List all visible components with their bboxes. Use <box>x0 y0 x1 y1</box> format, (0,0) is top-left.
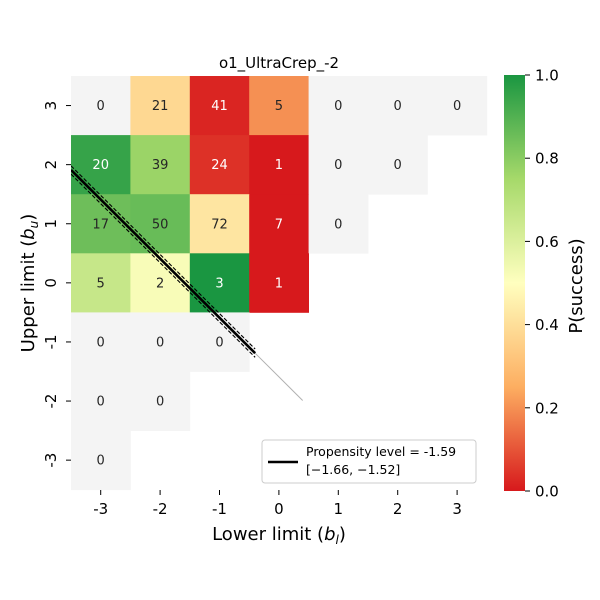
propensity-level-line <box>71 169 257 355</box>
colorbar-tick-label: 0.8 <box>535 150 559 168</box>
x-tick-label: -3 <box>93 500 108 518</box>
cell-count-label: 0 <box>97 99 105 114</box>
heatmap-cell <box>71 371 131 431</box>
heatmap-cell <box>249 76 309 136</box>
heatmap-cell <box>368 76 428 136</box>
heatmap-cell <box>130 371 191 431</box>
legend-label-level: Propensity level = -1.59 <box>306 444 456 459</box>
heatmap-cell <box>71 253 131 313</box>
y-tick-label: -1 <box>42 334 60 349</box>
colorbar-label: P(success) <box>566 238 587 333</box>
heatmap-cell <box>249 194 309 254</box>
propensity-lines <box>71 165 304 401</box>
colorbar: 0.0 0.2 0.4 0.6 0.8 1.0 P(success) <box>504 67 587 501</box>
cell-count-label: 5 <box>275 99 283 114</box>
x-tick-label: 3 <box>452 500 462 518</box>
legend-label-interval: [−1.66, −1.52] <box>306 462 400 477</box>
x-tick-label: -1 <box>212 500 227 518</box>
cell-count-label: 0 <box>156 335 164 350</box>
propensity-ci-upper-line <box>71 165 256 350</box>
cell-count-label: 0 <box>215 335 223 350</box>
cell-count-label: 0 <box>334 99 342 114</box>
y-tick-label: 2 <box>42 160 60 170</box>
colorbar-tick-label: 0.0 <box>535 483 559 501</box>
cell-count-label: 24 <box>211 158 228 173</box>
cell-count-label: 0 <box>97 335 105 350</box>
cell-count-label: 5 <box>97 276 105 291</box>
cell-count-label: 17 <box>92 217 109 232</box>
y-tick-label: 3 <box>42 101 60 111</box>
cell-count-label: 1 <box>275 158 283 173</box>
heatmap-cell <box>368 135 428 195</box>
cell-count-label: 0 <box>453 99 461 114</box>
heatmap-cell <box>130 135 191 195</box>
x-tick-label: -2 <box>153 500 168 518</box>
propensity-line-continuation <box>254 352 304 401</box>
colorbar-tick-label: 0.4 <box>535 316 559 334</box>
heatmap-cells: 0 21 41 5 0 0 020 39 24 1 0 017 50 72 7 05 2 3 10 0 00 00 <box>71 76 488 491</box>
cell-count-label: 0 <box>394 158 402 173</box>
y-tick-label: 1 <box>42 219 60 229</box>
heatmap-cell <box>71 312 131 372</box>
cell-count-label: 0 <box>394 99 402 114</box>
x-axis-label: Lower limit (bl) <box>212 524 346 547</box>
cell-count-label: 0 <box>334 158 342 173</box>
y-axis-label: Upper limit (bu) <box>18 214 41 353</box>
x-tick-label: 2 <box>393 500 403 518</box>
cell-count-label: 39 <box>152 158 169 173</box>
heatmap-cell <box>71 430 131 491</box>
cell-count-label: 7 <box>275 217 283 232</box>
y-tick-label: -3 <box>42 453 60 468</box>
y-tick-label: 0 <box>42 278 60 288</box>
x-axis-ticks: -3 -2 -1 0 1 2 3 <box>93 490 462 518</box>
legend-frame <box>261 439 477 484</box>
cell-count-label: 0 <box>156 395 164 410</box>
cell-count-label: 1 <box>275 276 283 291</box>
heatmap-cell <box>189 76 250 136</box>
x-tick-label: 0 <box>274 500 284 518</box>
heatmap-cell <box>189 194 250 254</box>
heatmap-cell <box>189 135 250 195</box>
chart-title: o1_UltraCrep_-2 <box>219 54 339 73</box>
propensity-ci-lower-line <box>71 173 256 358</box>
colorbar-tick-label: 1.0 <box>535 67 559 85</box>
x-tick-label: 1 <box>334 500 344 518</box>
heatmap-cell <box>130 76 191 136</box>
cell-count-label: 0 <box>97 395 105 410</box>
heatmap-cell <box>308 194 369 254</box>
heatmap-cell <box>249 253 309 313</box>
heatmap-cell <box>427 76 488 136</box>
heatmap-cell <box>308 135 369 195</box>
heatmap-cell <box>189 312 250 372</box>
heatmap-cell <box>130 312 191 372</box>
cell-count-label: 20 <box>92 158 109 173</box>
cell-count-label: 0 <box>334 217 342 232</box>
cell-count-label: 3 <box>215 276 223 291</box>
heatmap-cell <box>308 76 369 136</box>
colorbar-ticks: 0.0 0.2 0.4 0.6 0.8 1.0 <box>525 67 559 501</box>
legend: Propensity level = -1.59 [−1.66, −1.52] <box>261 439 477 484</box>
colorbar-tick-label: 0.6 <box>535 233 559 251</box>
y-tick-label: -2 <box>42 394 60 409</box>
cell-count-label: 72 <box>211 217 228 232</box>
y-axis-ticks: 3 2 1 0 -1 -2 -3 <box>42 101 71 468</box>
colorbar-tick-label: 0.2 <box>535 399 559 417</box>
cell-count-label: 0 <box>97 454 105 469</box>
cell-count-label: 2 <box>156 276 164 291</box>
colorbar-bar <box>504 75 525 491</box>
heatmap-cell <box>71 76 131 136</box>
heatmap-cell <box>249 135 309 195</box>
cell-count-label: 21 <box>152 99 169 114</box>
cell-count-label: 41 <box>211 99 228 114</box>
cell-count-label: 50 <box>152 217 169 232</box>
